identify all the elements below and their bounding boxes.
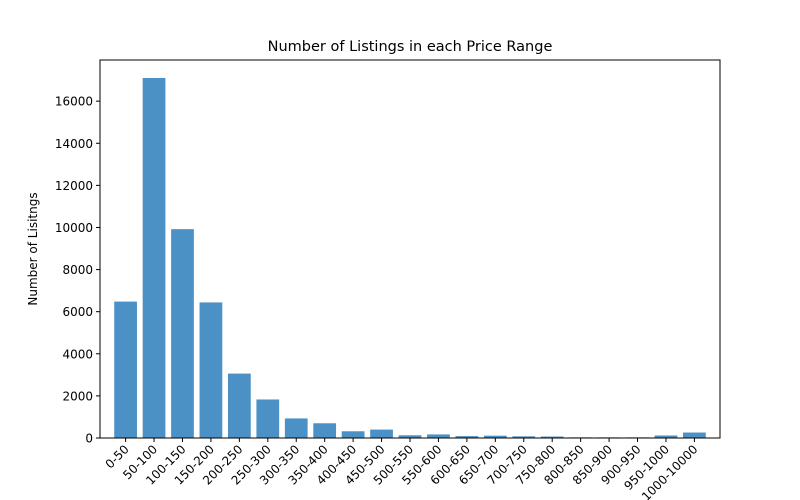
x-ticks-group: 0-5050-100100-150150-200200-250250-30030… xyxy=(103,438,701,500)
y-tick-label: 0 xyxy=(85,432,93,446)
bar-250-300 xyxy=(256,399,280,438)
bar-650-700 xyxy=(483,435,507,438)
bar-150-200 xyxy=(199,302,223,438)
bar-450-500 xyxy=(370,429,393,438)
y-tick-label: 6000 xyxy=(62,305,93,319)
y-ticks-group: 0 2000 4000 6000 8000 10000 12000 14000 16000 xyxy=(55,95,100,446)
y-tick-label: 8000 xyxy=(62,263,93,277)
y-tick-label: 4000 xyxy=(62,347,93,361)
bar-550-600 xyxy=(427,434,450,438)
y-tick-label: 2000 xyxy=(62,389,93,403)
bar-50-100 xyxy=(142,78,166,438)
y-axis-label: Number of Lisitngs xyxy=(26,192,40,305)
bar-350-400 xyxy=(313,423,337,438)
bars-group xyxy=(114,78,706,438)
y-tick-label: 10000 xyxy=(55,221,93,235)
y-tick-label: 12000 xyxy=(55,179,93,193)
bar-750-800 xyxy=(540,436,564,438)
bar-500-550 xyxy=(398,435,422,438)
bar-600-650 xyxy=(455,436,479,438)
y-tick-label: 14000 xyxy=(55,137,93,151)
chart-title: Number of Listings in each Price Range xyxy=(268,39,553,55)
plot-frame xyxy=(99,59,721,439)
y-tick-label: 16000 xyxy=(55,95,93,109)
bar-100-150 xyxy=(171,229,194,438)
bar-300-350 xyxy=(284,418,308,438)
bar-950-1000 xyxy=(654,435,678,438)
bar-200-250 xyxy=(227,373,251,438)
bar-0-50 xyxy=(114,301,137,438)
bar-1000-10000 xyxy=(683,432,706,438)
bar-400-450 xyxy=(341,431,365,438)
bar-700-750 xyxy=(512,436,536,438)
